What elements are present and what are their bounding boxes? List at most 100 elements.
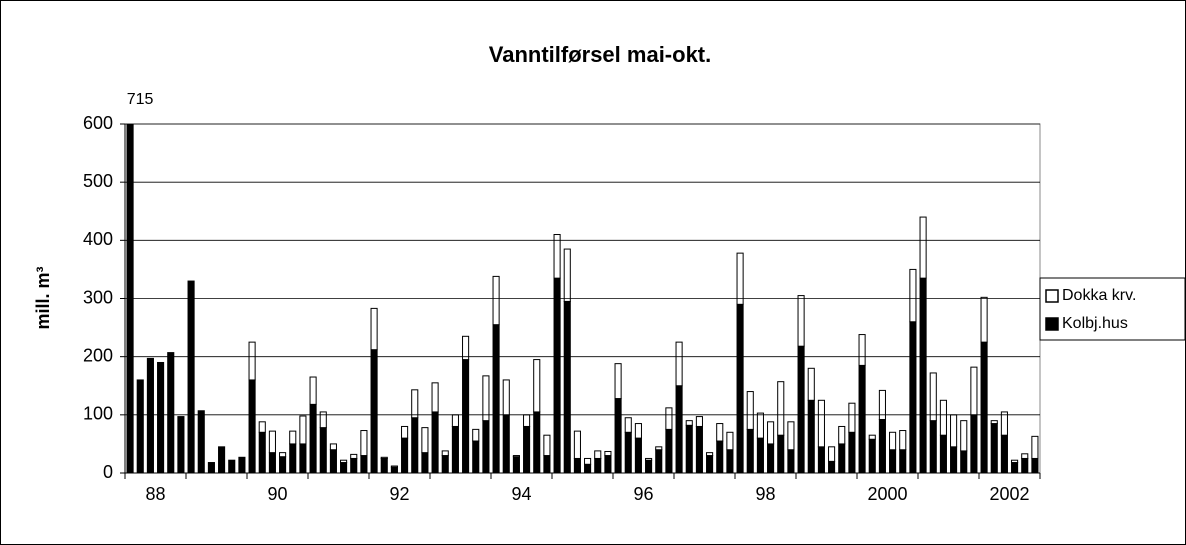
bar-segment [594,457,602,473]
bar-segment [838,443,846,473]
bar-segment [980,341,988,473]
bar-segment [370,307,378,351]
bar-segment [909,321,917,473]
bar-segment [919,277,927,473]
y-tick-label: 200 [83,345,113,365]
bar-segment [279,456,287,473]
bar-segment [868,438,876,473]
bar-segment [360,455,368,473]
x-tick-label: 90 [267,484,287,504]
bar-segment [614,398,622,473]
bar-segment [807,367,815,401]
bar-segment [218,446,226,473]
bar-segment [319,427,327,473]
bar-segment [706,455,714,473]
bar-segment [431,411,439,473]
bar-segment [899,449,907,473]
bar-segment [309,376,317,405]
bar-segment [848,402,856,433]
bar-segment [889,449,897,473]
bar-segment [319,411,327,429]
bar-segment [248,379,256,473]
x-tick-label: 92 [389,484,409,504]
bar-segment [360,430,368,457]
bar-segment [736,303,744,473]
x-tick-label: 98 [755,484,775,504]
bar-segment [523,414,531,427]
bar-segment [502,379,510,416]
bar-segment [950,414,958,448]
bar-segment [878,389,886,420]
bar-segment [817,399,825,448]
bar-segment [584,463,592,473]
bar-segment [604,450,612,457]
bar-segment [543,434,551,457]
legend [1039,277,1186,341]
bar-segment [472,428,480,442]
bar-segment [634,423,642,439]
bar-segment [939,434,947,473]
y-tick-label: 0 [103,462,113,482]
bar-segment [146,357,154,473]
bar-segment [716,440,724,473]
bar-segment [563,300,571,473]
bar-segment [441,455,449,473]
bar-segment [604,455,612,473]
bar-segment [390,465,398,468]
y-tick-label: 400 [83,229,113,249]
bar-segment [563,248,571,302]
bar-segment [980,296,988,343]
bar-segment [868,434,876,440]
bar-segment [482,375,490,422]
bar-segment [350,453,358,459]
bar-segment [207,462,215,473]
bar-segment [990,423,998,473]
bar-segment [1031,435,1039,459]
bar-segment [573,430,581,459]
bar-segment [797,295,805,347]
bar-segment [1000,411,1008,436]
bar-segment [268,430,276,454]
bar-segment [960,420,968,452]
bar-segment [1031,457,1039,473]
bar-segment [665,428,673,473]
bar-segment [756,412,764,439]
bar-segment [451,414,459,427]
bar-segment [401,425,409,439]
bar-segment [584,457,592,465]
x-tick-label: 88 [145,484,165,504]
bar-segment [817,446,825,473]
x-tick-label: 96 [633,484,653,504]
bar-segment [726,431,734,451]
bar-segment [970,366,978,416]
bar-segment [828,460,836,473]
bar-segment [675,341,683,387]
bar-segment [797,345,805,473]
bar-segment [441,450,449,457]
bar-segment [350,457,358,473]
bar-segment [329,449,337,473]
bar-segment [523,425,531,473]
bar-segment [929,372,937,422]
bar-segment [228,459,236,473]
bar-segment [482,420,490,473]
bar-segment [645,457,653,461]
bar-segment [1021,457,1029,473]
bar-segment [858,334,866,366]
bar-segment [258,421,266,433]
bar-segment [340,459,348,464]
bar-segment [634,437,642,473]
bar-segment [502,414,510,473]
bar-segment [492,275,500,326]
bar-segment [136,379,144,473]
bar-segment [197,410,205,473]
bar-segment [370,349,378,473]
bar-segment [645,459,653,473]
bar-segment [340,462,348,473]
bar-segment [614,363,622,400]
bar-segment [695,425,703,473]
bar-segment [411,389,419,419]
legend-swatch [1045,289,1059,303]
bar-segment [177,416,185,473]
